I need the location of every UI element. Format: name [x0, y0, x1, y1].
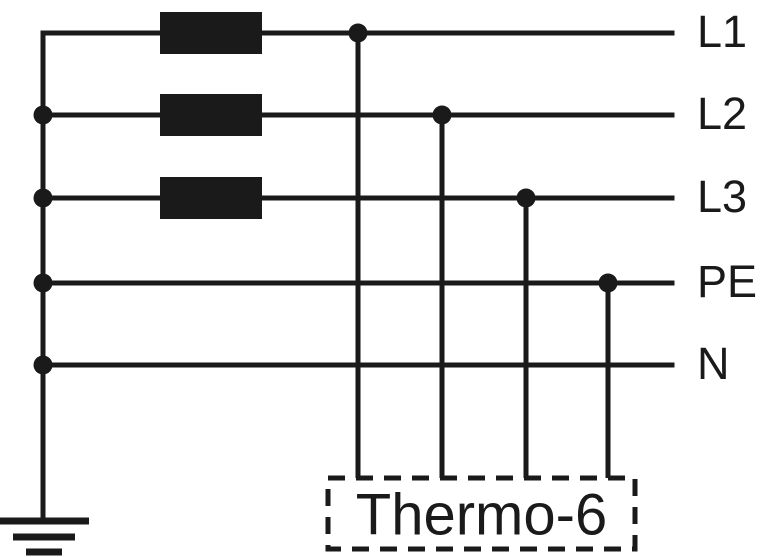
junction-dot-bus-l3 [33, 188, 53, 208]
wire-label-l3: L3 [697, 171, 747, 222]
junction-dot-tap-l3 [516, 188, 536, 208]
device-box [325, 475, 638, 552]
wire-label-l2: L2 [697, 88, 747, 139]
wire-label-l1: L1 [697, 6, 747, 57]
junction-dot-tap-pe [598, 273, 618, 293]
wire-label-n: N [697, 338, 730, 389]
fuse-l1 [160, 12, 262, 54]
junction-dot-bus-n [33, 355, 53, 375]
junction-dot-bus-pe [33, 273, 53, 293]
junction-dot-tap-l2 [432, 105, 452, 125]
wire-label-pe: PE [697, 256, 757, 307]
junction-dot-tap-l1 [348, 23, 368, 43]
device-box-label: Thermo-6 [356, 483, 607, 548]
fuse-l3 [160, 177, 262, 219]
fuse-l2 [160, 94, 262, 136]
junction-dot-bus-l2 [33, 105, 53, 125]
